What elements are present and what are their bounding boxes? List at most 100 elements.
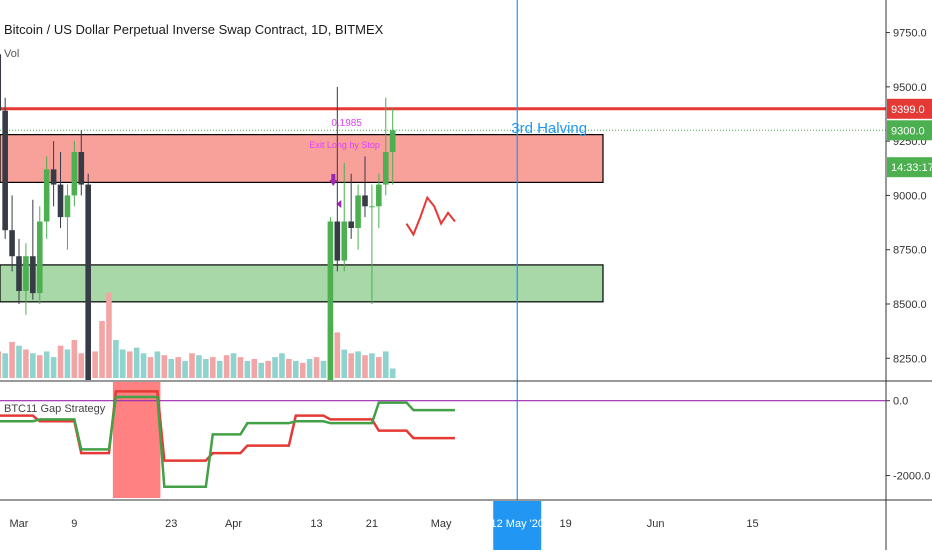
volume-bar — [216, 360, 223, 378]
candle-body — [85, 184, 91, 380]
volume-bar — [106, 292, 112, 378]
volume-bar — [182, 360, 188, 378]
volume-bar — [320, 360, 327, 378]
indicator-tick-label: -2000.0 — [893, 471, 930, 483]
volume-bar — [272, 357, 278, 378]
candle-body — [57, 184, 64, 218]
volume-bar — [258, 362, 264, 378]
volume-bar — [299, 362, 306, 378]
candle-body — [355, 195, 361, 228]
time-highlight-bg — [493, 501, 542, 550]
countdown-tag: 14:33:17 — [891, 162, 932, 174]
candle-body — [23, 256, 29, 291]
indicator-green-line — [0, 395, 455, 489]
indicator-tick-label: 0.0 — [893, 396, 908, 408]
volume-bar — [113, 340, 119, 378]
countdown-tag-bg — [887, 157, 932, 178]
candle-body — [348, 221, 354, 228]
volume-bar — [168, 359, 175, 378]
exit-label: Exit Long by Stop — [309, 140, 380, 150]
volume-bar — [50, 357, 57, 378]
volume-bar — [36, 355, 43, 378]
volume-bar — [99, 321, 105, 378]
volume-bar — [348, 353, 354, 378]
candle-body — [376, 184, 382, 207]
candle-body — [389, 130, 396, 152]
volume-bar — [341, 349, 348, 378]
volume-bar — [16, 345, 22, 378]
time-label: Mar — [10, 518, 29, 530]
volume-bar — [279, 353, 285, 378]
red-line-price-tag: 9399.0 — [891, 104, 925, 116]
volume-bar — [237, 357, 244, 378]
volume-bar — [209, 357, 216, 378]
exit-arrow-stem — [331, 174, 336, 180]
green-zone — [0, 264, 604, 303]
volume-bar — [376, 357, 382, 378]
volume-bar — [23, 349, 29, 378]
candle-body — [36, 221, 43, 294]
candle-body — [71, 152, 78, 196]
last-price-tag: 9300.0 — [891, 125, 925, 137]
volume-bar — [251, 359, 258, 378]
volume-bar — [244, 360, 251, 378]
price-tick-label: 8750.0 — [893, 245, 927, 257]
volume-bar — [120, 349, 126, 378]
exit-value-label: 0.1985 — [331, 118, 362, 129]
time-label: 9 — [71, 518, 77, 530]
projection-line — [405, 195, 456, 237]
volume-bar — [369, 353, 375, 378]
candle-body — [341, 221, 348, 261]
exit-arrow-head — [329, 180, 338, 186]
volume-bar — [43, 351, 50, 378]
volume-bar — [9, 341, 15, 378]
volume-bar — [306, 359, 313, 378]
volume-bar — [334, 332, 341, 378]
red-line-price-tag-bg — [887, 98, 932, 119]
candle-body — [334, 221, 341, 261]
volume-bar — [362, 355, 368, 378]
volume-bar — [382, 351, 389, 378]
price-tick-label: 8250.0 — [893, 353, 927, 365]
volume-bar — [189, 353, 195, 378]
volume-bar — [154, 351, 161, 378]
volume-bar — [196, 355, 202, 378]
volume-bar — [265, 360, 271, 378]
candle-body — [0, 54, 2, 111]
time-label: Apr — [225, 518, 242, 530]
indicator-highlight — [112, 382, 161, 498]
candle-body — [43, 169, 50, 222]
volume-bar — [161, 355, 168, 378]
time-highlight-label: 12 May '20 — [491, 518, 544, 530]
time-label: 19 — [560, 518, 572, 530]
candle-body — [78, 152, 85, 185]
volume-bar — [175, 357, 181, 378]
candle-body — [16, 256, 22, 291]
candle-body — [362, 195, 368, 207]
volume-bar — [140, 353, 147, 378]
volume-bar — [293, 360, 299, 378]
volume-bar — [92, 351, 98, 378]
volume-bar — [389, 368, 396, 378]
volume-bar — [133, 347, 140, 378]
candle-body — [327, 221, 334, 380]
volume-bar — [71, 340, 78, 378]
time-label: 23 — [165, 518, 177, 530]
time-label: Jun — [647, 518, 665, 530]
volume-bar — [230, 353, 237, 378]
time-label: May — [431, 518, 452, 530]
volume-bar — [0, 351, 2, 378]
last-price-tag-bg — [887, 120, 932, 141]
volume-label: Vol — [4, 48, 20, 60]
candle-body — [9, 230, 15, 257]
price-tick-label: 9750.0 — [893, 28, 927, 40]
price-tick-label: 9000.0 — [893, 190, 927, 202]
candle-body — [382, 152, 389, 185]
volume-bar — [2, 353, 8, 378]
volume-bar — [203, 359, 209, 378]
volume-bar — [78, 353, 85, 378]
time-label: 15 — [746, 518, 758, 530]
entry-marker — [336, 200, 342, 208]
